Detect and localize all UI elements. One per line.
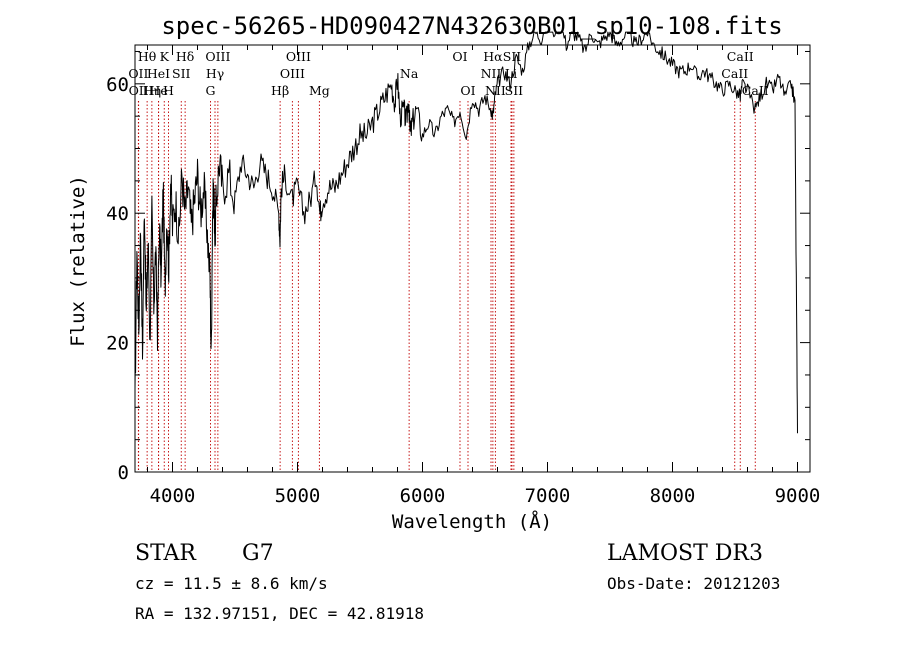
line-marker-label: H [163,83,174,98]
plot-frame [134,44,811,473]
line-marker-label: CaII [721,66,748,81]
line-marker-label: K [160,49,170,64]
line-marker-label: Hη [143,83,161,98]
y-tick-label: 40 [106,203,129,225]
line-marker-label: OI [452,49,467,64]
y-axis-title: Flux (relative) [67,175,89,347]
object-class: STAR [135,541,197,566]
line-marker-label: HeI [147,66,170,81]
chart-title: spec-56265-HD090427N432630B01_sp10-108.f… [161,12,782,40]
x-tick-label: 5000 [275,485,321,507]
line-marker-label: OII [128,66,148,81]
line-marker-label: OIII [286,49,311,64]
line-marker-label: NII [481,66,502,81]
line-marker-label: OIII [205,49,230,64]
y-tick-label: 60 [106,74,129,96]
line-marker-label: Na [400,66,419,81]
line-marker-label: He [149,83,167,98]
x-tick-label: 6000 [400,485,446,507]
x-tick-label: 7000 [525,485,571,507]
x-tick-label: 4000 [150,485,196,507]
line-marker-label: CaII [727,49,754,64]
line-marker-label: Mg [309,83,330,98]
x-tick-label: 8000 [650,485,696,507]
obs-date-text: Obs-Date: 20121203 [607,574,780,593]
line-marker-label: Hα [483,49,503,64]
line-marker-label: SII [505,83,524,98]
x-axis-title: Wavelength (Å) [392,510,552,533]
line-marker-label: Hγ [206,66,224,81]
line-marker-label: OI [460,83,475,98]
series-layer [134,31,798,434]
y-tick-label: 0 [118,462,129,484]
tick-layer: 4000 5000 6000 7000 8000 9000 0 20 40 60 [106,45,820,507]
line-marker-label: SII [503,49,522,64]
line-marker-label: G [206,83,216,98]
line-marker-label: OII [129,83,149,98]
line-marker-label: Hβ [271,83,289,98]
survey-label: LAMOST DR3 [607,541,763,566]
line-marker-label: NII [485,83,506,98]
line-marker-label: Hθ [138,49,156,64]
object-subclass: G7 [242,541,274,566]
line-marker-label: Hδ [176,49,194,64]
line-marker-label: OIII [280,66,305,81]
line-marker-label: SII [172,66,191,81]
redshift-text: cz = 11.5 ± 8.6 km/s [135,574,328,593]
y-tick-label: 20 [106,333,129,355]
series-line-flux [134,31,798,434]
x-tick-label: 9000 [775,485,821,507]
coordinates-text: RA = 132.97151, DEC = 42.81918 [135,604,424,623]
